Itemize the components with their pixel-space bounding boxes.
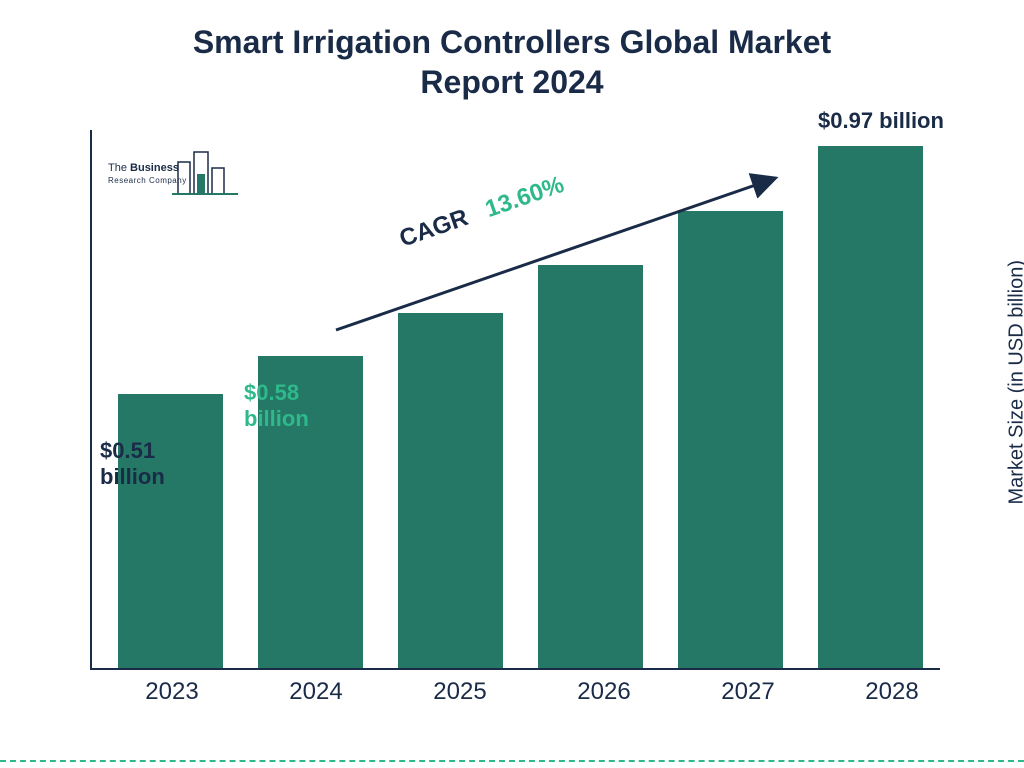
y-axis-label: Market Size (in USD billion) [1006, 260, 1024, 505]
x-tick-label: 2027 [688, 678, 808, 706]
bar-slot [810, 146, 930, 668]
x-axis [90, 668, 940, 670]
x-tick-label: 2025 [400, 678, 520, 706]
x-tick-label: 2023 [112, 678, 232, 706]
bar [538, 265, 643, 669]
value-label: $0.58billion [244, 380, 309, 433]
chart-plot-area [90, 130, 940, 670]
bar-slot [390, 313, 510, 668]
bar-slot [670, 211, 790, 668]
value-label: $0.51billion [100, 438, 165, 491]
x-tick-label: 2024 [256, 678, 376, 706]
bar [398, 313, 503, 668]
x-tick-label: 2026 [544, 678, 664, 706]
x-axis-labels: 2023 2024 2025 2026 2027 2028 [100, 678, 964, 706]
title-line1: Smart Irrigation Controllers Global Mark… [193, 24, 831, 60]
bar [818, 146, 923, 668]
title-line2: Report 2024 [420, 64, 603, 100]
bar-slot [530, 265, 650, 669]
bar-slot [110, 394, 230, 668]
bar [678, 211, 783, 668]
value-label: $0.97 billion [818, 108, 944, 134]
chart-title: Smart Irrigation Controllers Global Mark… [0, 22, 1024, 102]
bars-container [100, 130, 940, 668]
x-tick-label: 2028 [832, 678, 952, 706]
bar [118, 394, 223, 668]
y-axis [90, 130, 92, 670]
bottom-dashed-line [0, 760, 1024, 762]
